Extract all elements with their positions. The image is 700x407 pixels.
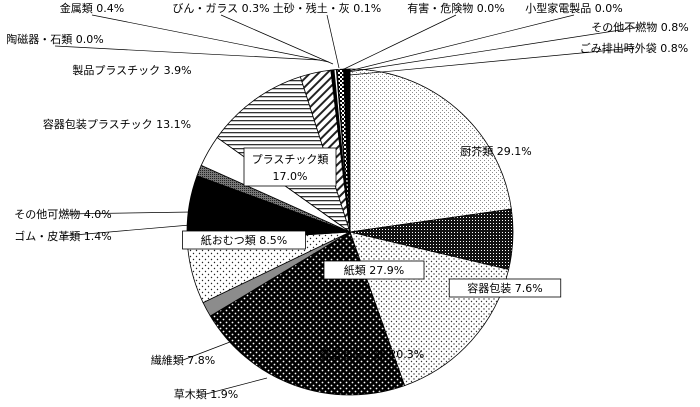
pie-label-ごみ排出時外袋-leader bbox=[349, 47, 635, 76]
pie-label-びん-ガラス: びん・ガラス 0.3% bbox=[172, 2, 269, 15]
pie-label-有害-危険物: 有害・危険物 0.0% bbox=[407, 1, 504, 15]
pie-label-土砂-残土-灰: 土砂・残土・灰 0.1% bbox=[273, 1, 381, 15]
pie-label-その他可燃物-leader bbox=[62, 211, 193, 215]
pie-label-草木類-leader bbox=[205, 377, 268, 395]
pie-label-陶磁器-石類: 陶磁器・石類 0.0% bbox=[6, 32, 103, 46]
pie-label-土砂-残土-灰-leader bbox=[326, 14, 340, 69]
pie-label-厨芥類: 厨芥類 29.1% bbox=[460, 145, 531, 158]
group-label-box bbox=[243, 147, 337, 187]
pie-label-陶磁器-石類-leader bbox=[54, 45, 321, 61]
group-label-value: 17.0% bbox=[273, 170, 308, 183]
pie-label-紙類: 紙類 27.9% bbox=[344, 263, 404, 277]
pie-label-繊維類: 繊維類 7.8% bbox=[151, 354, 215, 367]
pie-label-紙類-box bbox=[323, 260, 425, 280]
pie-label-ゴム-皮革類: ゴム・皮革類 1.4% bbox=[14, 229, 111, 243]
pie-label-金属類-leader bbox=[91, 14, 330, 63]
pie-label-容器包装: 容器包装 7.6% bbox=[467, 281, 542, 295]
pie-label-ごみ排出時外袋: ごみ排出時外袋 0.8% bbox=[580, 41, 688, 55]
pie-label-紙おむつ類: 紙おむつ類 8.5% bbox=[201, 233, 287, 247]
pie-label-その他不燃物-leader bbox=[347, 26, 641, 73]
pie-label-小型家電製品: 小型家電製品 0.0% bbox=[525, 1, 622, 15]
pie-label-びん-ガラス-leader bbox=[220, 14, 334, 65]
pie-label-その他不燃物: その他不燃物 0.8% bbox=[591, 20, 688, 34]
pie-label-金属類: 金属類 0.4% bbox=[60, 1, 124, 15]
pie-label-容器包装以外: 容器包装以外 20.3% bbox=[320, 347, 424, 361]
pie-label-草木類: 草木類 1.9% bbox=[174, 388, 238, 401]
pie-label-紙おむつ類-box bbox=[182, 230, 306, 250]
pie-label-その他可燃物: その他可燃物 4.0% bbox=[14, 207, 111, 221]
pie-label-容器包装プラスチック: 容器包装プラスチック 13.1% bbox=[43, 117, 191, 131]
pie-label-有害-危険物-leader bbox=[341, 14, 457, 71]
pie-label-小型家電製品-leader bbox=[344, 14, 575, 73]
pie-label-容器包装-box bbox=[448, 278, 562, 298]
pie-label-ゴム-皮革類-leader bbox=[62, 224, 191, 237]
group-label-name: プラスチック類 bbox=[252, 153, 329, 166]
pie-label-製品プラスチック: 製品プラスチック 3.9% bbox=[72, 63, 191, 77]
pie-slice-厨芥類 bbox=[349, 68, 512, 233]
pie-label-繊維類-leader bbox=[182, 341, 231, 361]
